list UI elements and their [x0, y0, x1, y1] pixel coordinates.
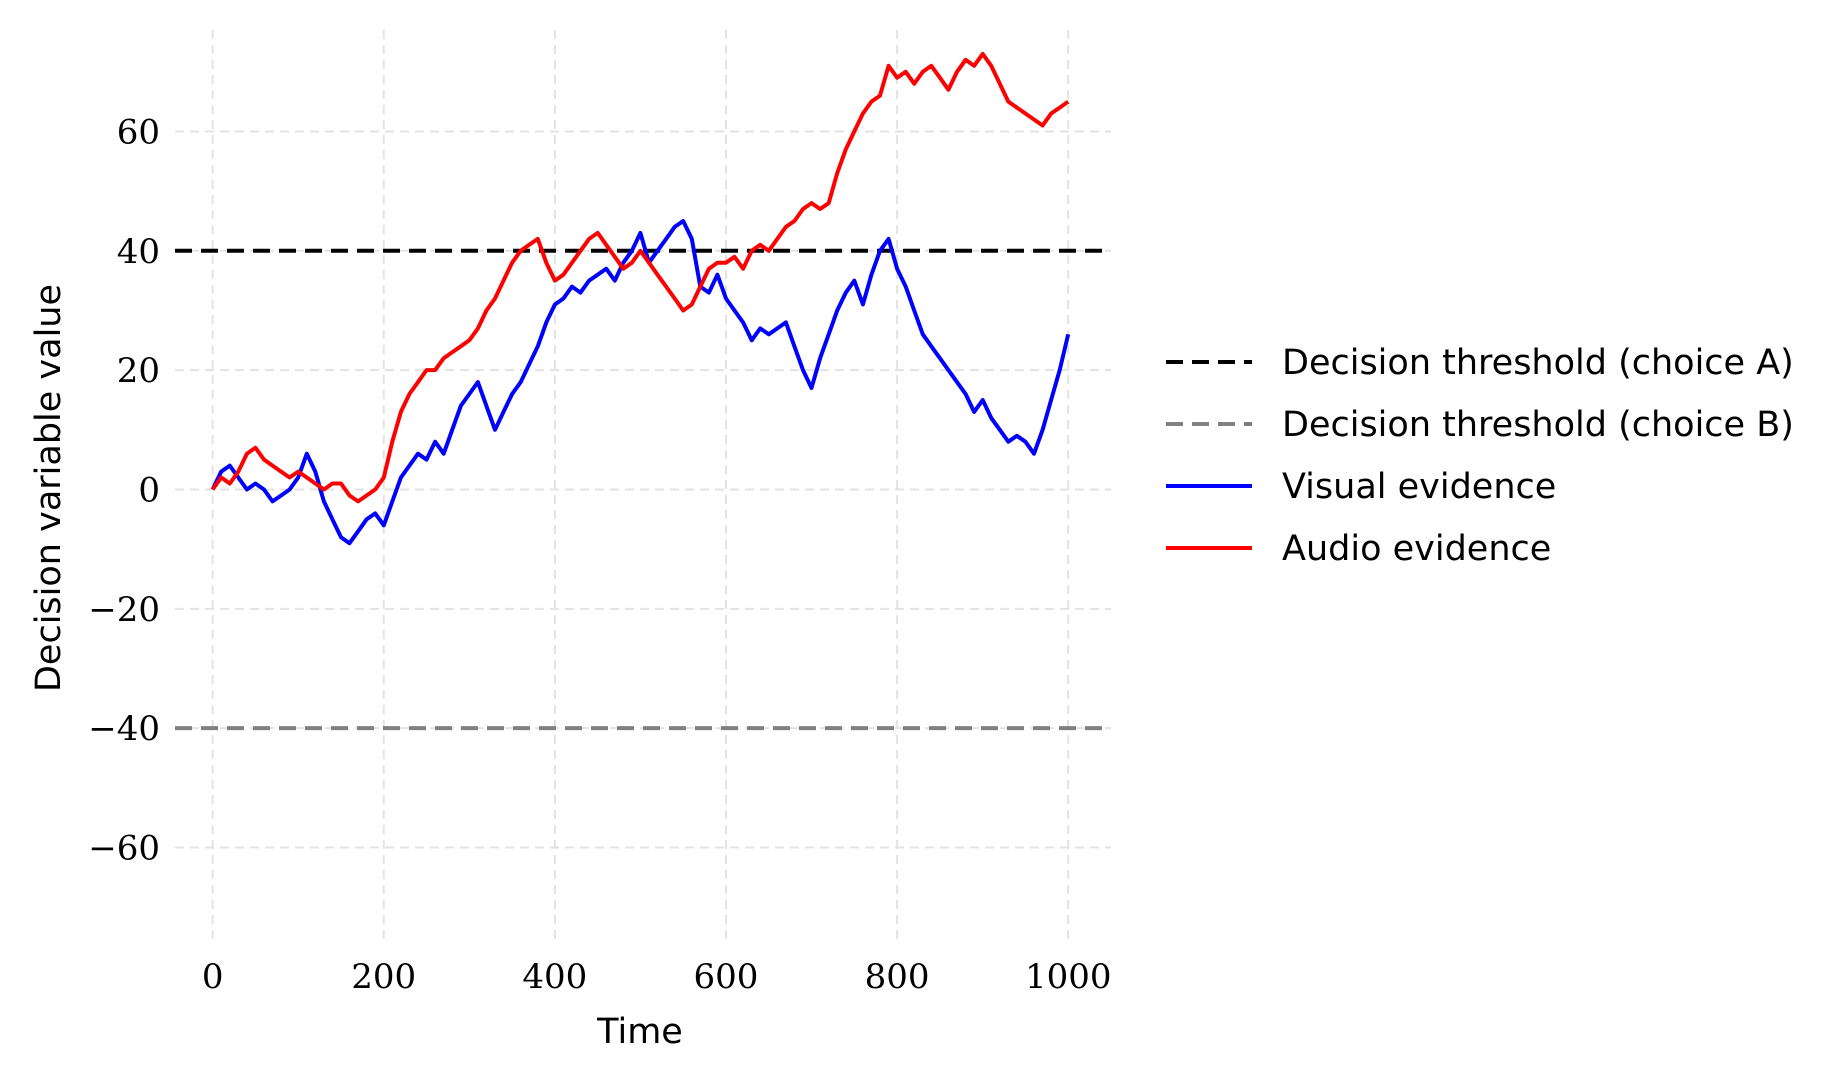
x-tick-label: 400	[522, 957, 587, 997]
legend-label: Decision threshold (choice A)	[1282, 343, 1794, 383]
series-line-visual-evidence	[210, 219, 1071, 546]
legend: Decision threshold (choice A) Decision th…	[1166, 343, 1794, 569]
x-axis-label: Time	[596, 1012, 683, 1052]
y-tick-label: −40	[88, 709, 160, 749]
x-tick-label: 0	[202, 957, 224, 997]
legend-entry-visual: Visual evidence	[1166, 467, 1556, 507]
y-tick-label: 0	[138, 470, 160, 510]
legend-label: Audio evidence	[1282, 529, 1551, 569]
legend-entry-threshold-b: Decision threshold (choice B)	[1166, 405, 1794, 445]
y-tick-label: 20	[117, 351, 160, 391]
y-tick-label: 60	[117, 112, 160, 152]
x-tick-labels: 0 200 400 600 800 1000	[202, 957, 1112, 997]
threshold-lines	[175, 248, 1111, 731]
y-tick-label: 40	[117, 232, 160, 272]
y-tick-label: −60	[88, 829, 160, 869]
legend-label: Decision threshold (choice B)	[1282, 405, 1794, 445]
y-tick-labels: 60 40 20 0 −20 −40 −60	[88, 112, 160, 868]
x-tick-label: 600	[694, 957, 759, 997]
x-tick-label: 200	[351, 957, 416, 997]
series-line-audio-evidence	[210, 51, 1070, 504]
legend-entry-audio: Audio evidence	[1166, 529, 1551, 569]
legend-entry-threshold-a: Decision threshold (choice A)	[1166, 343, 1794, 383]
legend-label: Visual evidence	[1282, 467, 1556, 507]
y-tick-label: −20	[88, 590, 160, 630]
x-tick-label: 1000	[1025, 957, 1112, 997]
y-axis-label: Decision variable value	[29, 284, 69, 692]
x-tick-label: 800	[865, 957, 930, 997]
series-lines	[210, 51, 1071, 546]
